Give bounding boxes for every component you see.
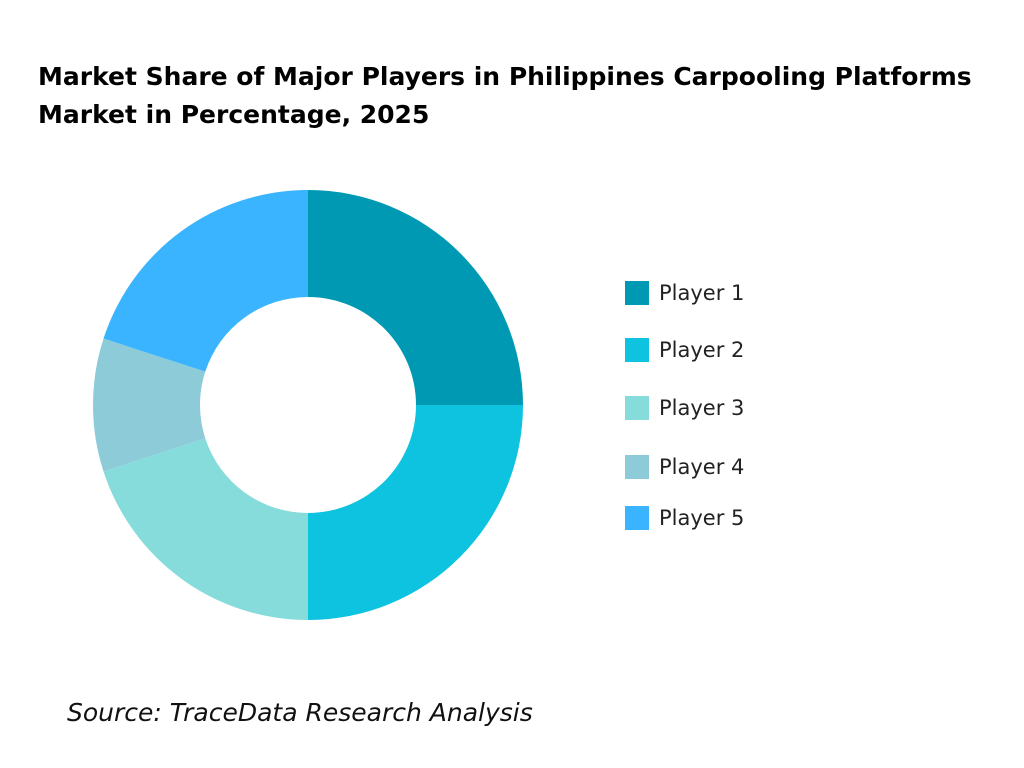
legend-label: Player 4 [659,455,744,479]
source-note: Source: TraceData Research Analysis [67,698,533,727]
donut-slice [308,405,523,620]
legend-swatch [625,396,649,420]
legend-label: Player 5 [659,506,744,530]
donut-slice [103,438,308,620]
legend-label: Player 3 [659,396,744,420]
donut-slice [103,190,308,372]
donut-slice [308,190,523,405]
legend-swatch [625,338,649,362]
donut-slice [92,338,206,472]
legend-label: Player 1 [659,281,744,305]
legend-swatch [625,506,649,530]
legend-swatch [625,281,649,305]
legend-label: Player 2 [659,338,744,362]
chart-title: Market Share of Major Players in Philipp… [38,62,972,129]
legend-swatch [625,455,649,479]
